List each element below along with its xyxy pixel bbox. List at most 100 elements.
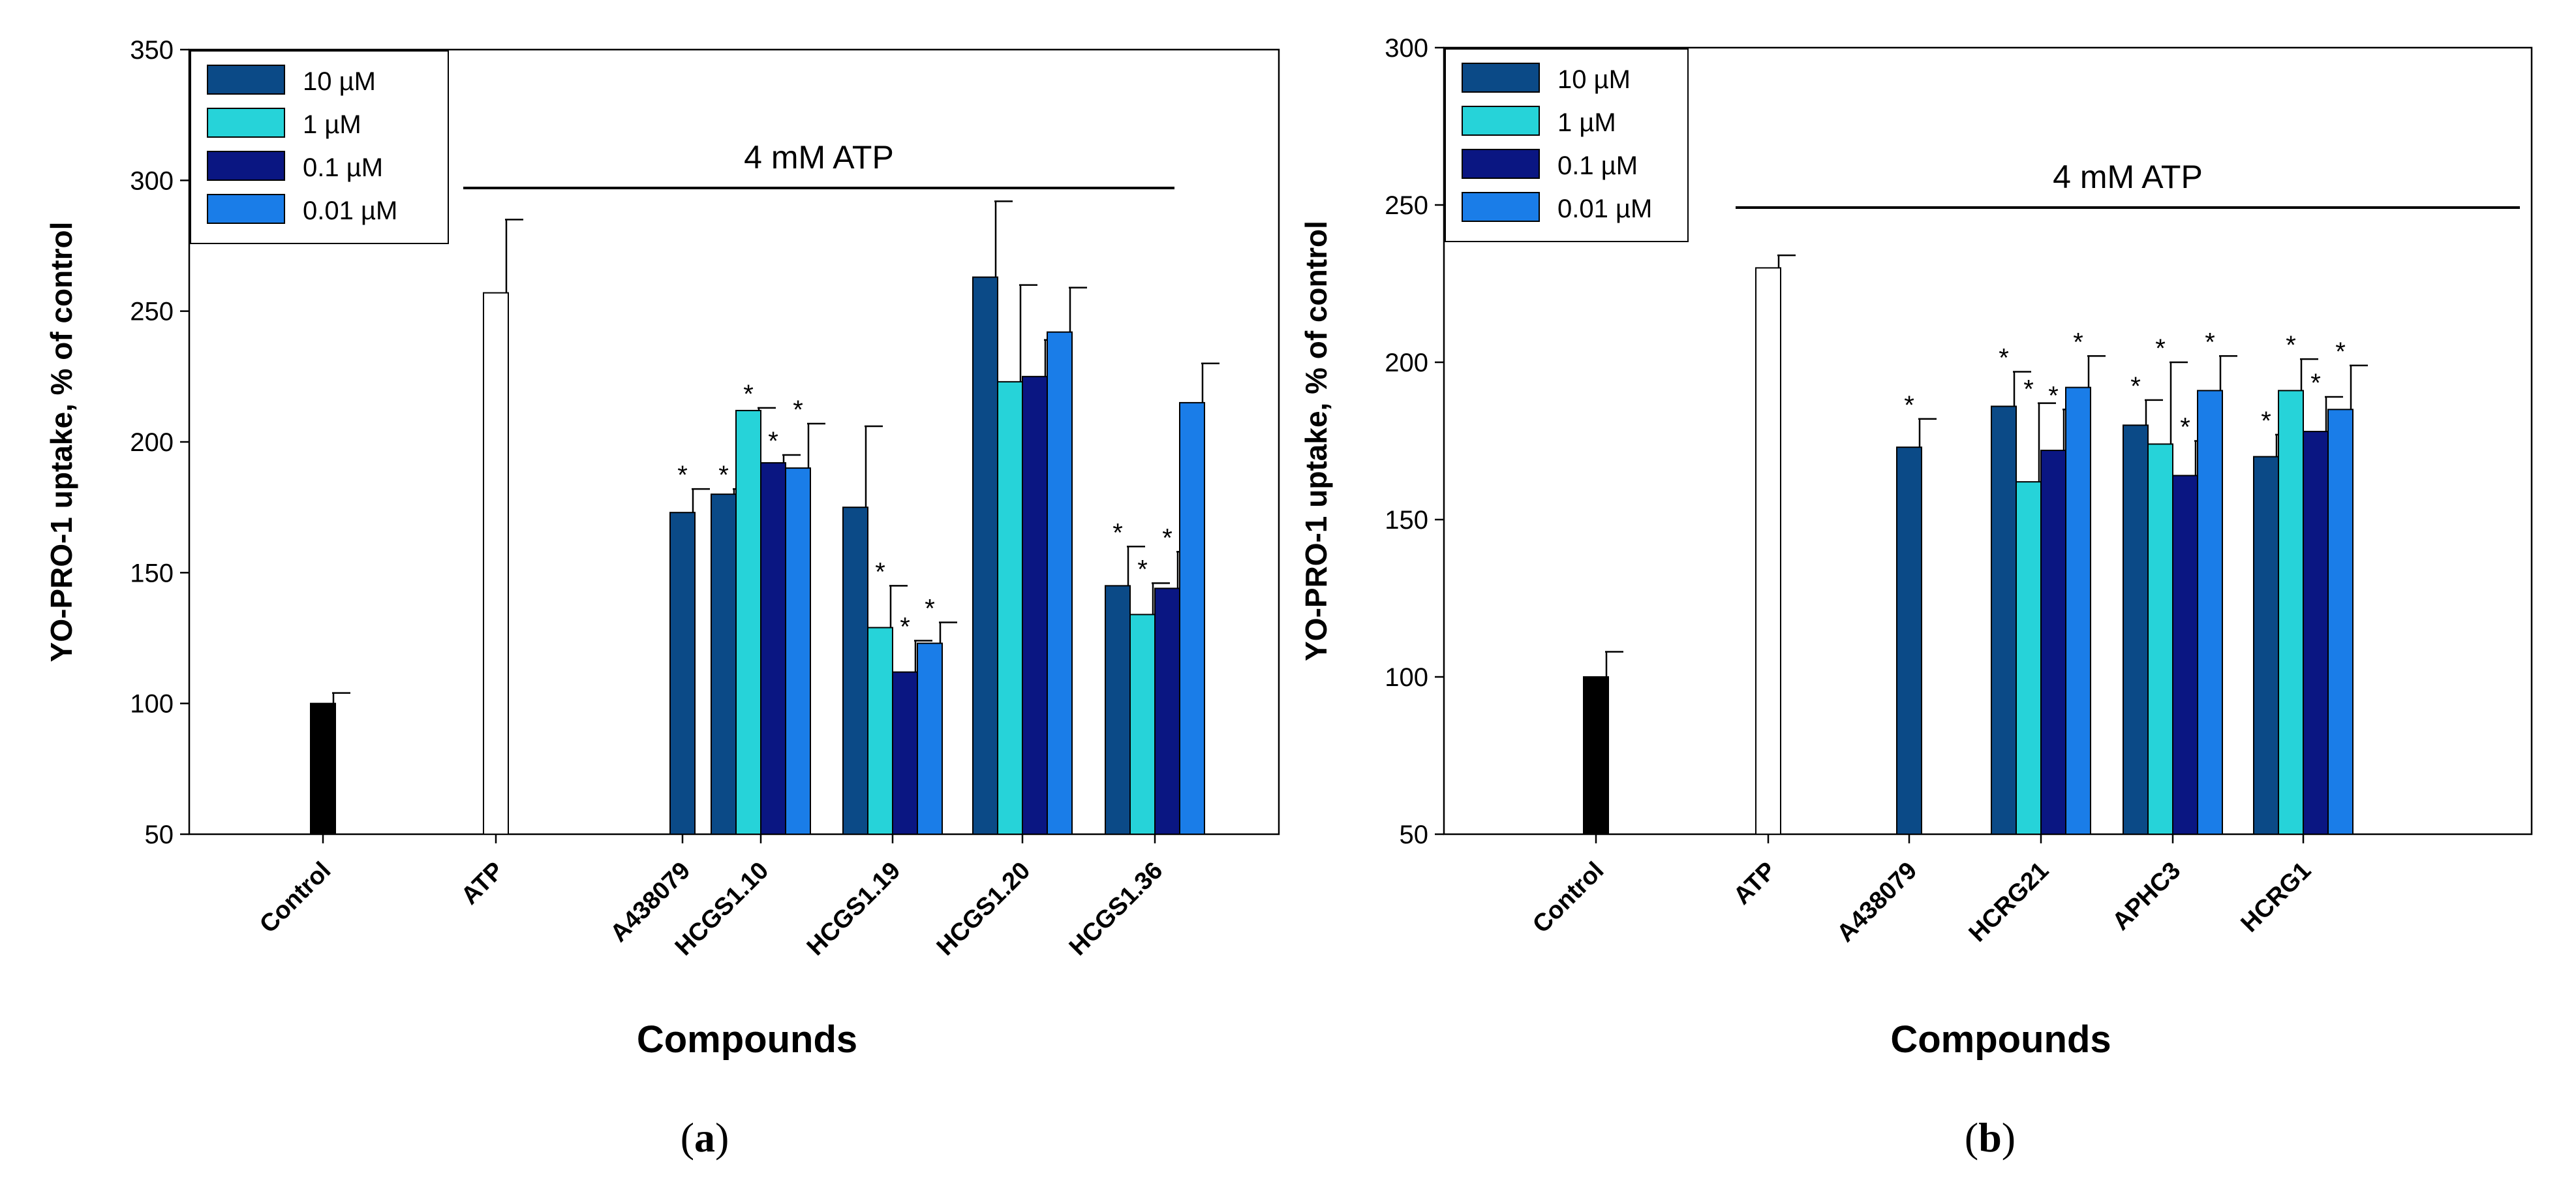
chart-panel-a: 50 100 150 200 250 300 350 YO-PRO-1 uptake, % o… [44,36,1280,1161]
legend-swatch [207,151,285,181]
atp-annotation: 4 mM ATP [2053,159,2203,195]
bar [2016,481,2042,835]
panel-label: (b) [1965,1114,2016,1161]
legend-swatch [1462,149,1540,179]
y-tick-label: 200 [130,428,174,457]
panel-label-letter: a [694,1114,715,1161]
significance-marker: * [1112,518,1123,547]
panel-label: (a) [681,1114,729,1161]
significance-marker: * [2155,334,2166,363]
bar [785,467,811,835]
bar [2303,431,2329,835]
significance-marker: * [925,594,935,623]
bar [1105,585,1131,835]
significance-marker: * [1137,555,1148,584]
bar [2172,475,2198,835]
bar [760,462,786,835]
bar [711,493,737,835]
legend-swatch [1462,106,1540,136]
x-tick-label: HCGS1.20 [932,857,1036,961]
bar [2253,456,2279,835]
panel-label-open: ( [681,1114,694,1161]
y-tick-label: 350 [130,36,174,65]
bar [735,409,761,835]
bar [867,627,893,835]
x-tick-label: Control [1527,857,1609,939]
legend-label: 0.01 µM [1557,195,1652,223]
x-axis-label: Compounds [1890,1018,2111,1061]
significance-marker: * [2023,375,2034,404]
legend-swatch [1462,63,1540,93]
y-tick-label: 150 [130,559,174,587]
legend-swatch [207,65,285,95]
bar [1179,401,1205,835]
legend-swatch [207,194,285,224]
significance-marker: * [2073,328,2083,356]
bar [310,702,336,835]
significance-marker: * [718,461,729,490]
x-tick-label: HCGS1.19 [802,857,906,961]
significance-marker: * [875,557,885,586]
significance-marker: * [793,396,803,424]
bar [892,671,918,835]
x-tick-label: A438079 [1832,857,1923,948]
legend-label: 10 µM [1557,65,1631,94]
y-tick-label: 50 [145,821,174,849]
legend-label: 0.1 µM [303,153,383,182]
panel-label-close: ) [2002,1114,2016,1161]
panel-label-letter: b [1978,1114,2002,1161]
x-tick-label: Control [254,857,336,939]
x-tick-label: ATP [456,857,509,910]
bar [1755,267,1781,835]
panel-label-open: ( [1965,1114,1978,1161]
y-tick-label: 100 [130,690,174,719]
y-tick-label: 50 [1400,821,1429,849]
bar [1991,405,2017,835]
significance-marker: * [1162,524,1173,552]
bar [2147,443,2173,835]
bar [2040,449,2066,835]
y-tick-label: 300 [1385,34,1428,63]
bar [483,292,509,835]
bar [1129,614,1156,835]
bar [1583,676,1609,835]
significance-marker: * [1999,343,2009,372]
bar [669,512,696,835]
legend-swatch [1462,192,1540,222]
x-tick-label: HCGS1.36 [1064,857,1169,961]
legend-label: 1 µM [303,110,361,139]
significance-marker: * [2205,328,2215,356]
bar [2327,409,2354,835]
bar [2278,390,2304,835]
bar [917,642,943,835]
bar [2197,390,2223,835]
legend: 10 µM 1 µM 0.1 µM 0.01 µM [190,50,449,244]
significance-marker: * [900,613,910,642]
x-tick-label: HCRG21 [1964,857,2055,948]
x-tick-label: ATP [1728,857,1781,910]
significance-marker: * [2261,407,2271,435]
bar [1047,331,1073,836]
significance-marker: * [2335,337,2346,366]
significance-marker: * [677,461,688,490]
bar [1896,446,1922,835]
y-tick-label: 250 [1385,191,1428,220]
x-axis-label: Compounds [637,1018,857,1061]
legend: 10 µM 1 µM 0.1 µM 0.01 µM [1445,48,1689,242]
significance-marker: * [2310,369,2321,398]
y-tick-label: 300 [130,166,174,195]
chart-panel-b: 50 100 150 200 250 300 YO-PRO-1 uptake, % of c… [1299,34,2533,1161]
significance-marker: * [2286,331,2296,360]
y-tick-label: 100 [1385,663,1428,692]
y-tick-label: 200 [1385,349,1428,377]
x-tick-label: HCRG1 [2236,857,2317,938]
significance-marker: * [743,380,754,409]
bar [2065,386,2091,835]
bar [997,381,1023,835]
legend-label: 10 µM [303,67,376,96]
atp-annotation: 4 mM ATP [744,139,894,176]
plot-frame [1443,46,2533,836]
bar [842,507,868,836]
bar [1154,587,1180,836]
